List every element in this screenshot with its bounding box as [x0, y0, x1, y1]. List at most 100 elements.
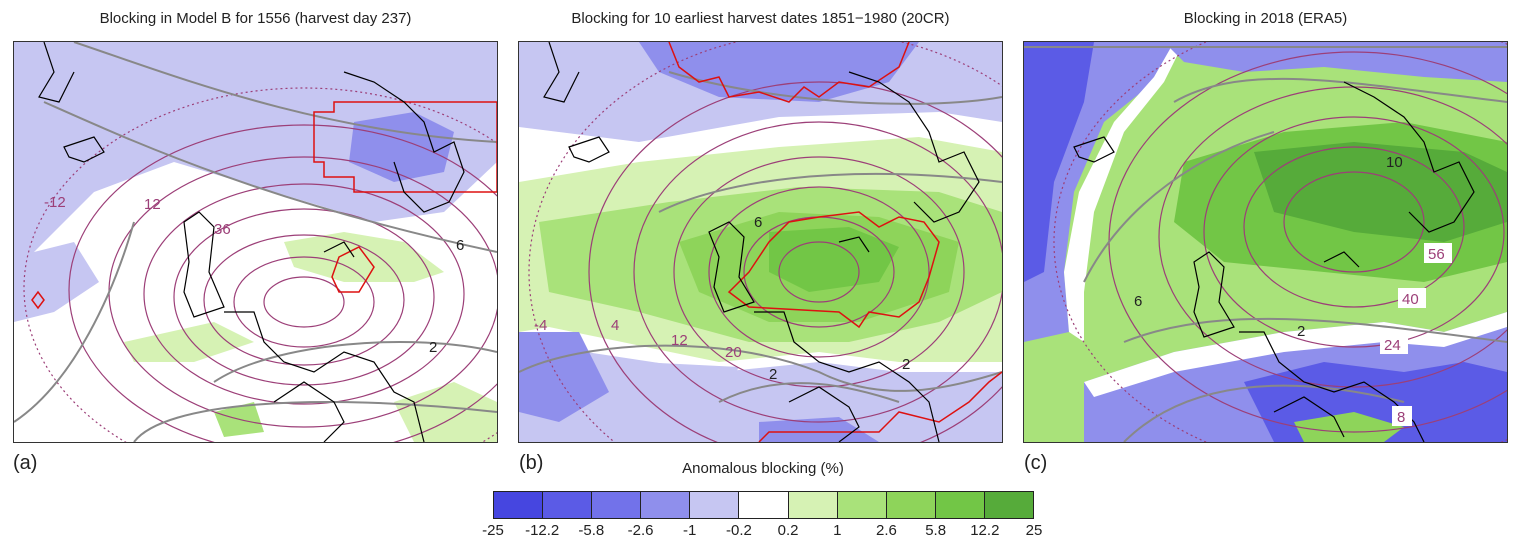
colorbar-swatch [886, 492, 936, 518]
coastline [848, 71, 980, 223]
contour-label: 20 [725, 344, 742, 361]
gray-contour [668, 71, 1002, 105]
anomaly-region-dark-green [769, 227, 899, 292]
anomaly-region-blue-northwest-deep [1024, 42, 1094, 282]
contour-label: 6 [1134, 293, 1142, 310]
red-outline [331, 246, 375, 293]
colorbar-tick-label: -2.6 [627, 522, 654, 539]
gray-contour [73, 42, 497, 143]
gray-contour [1123, 317, 1507, 343]
contour-label: 4 [611, 317, 619, 334]
purple-contour [1243, 146, 1465, 308]
panel-a-map: -12 12 36 6 2 [13, 41, 498, 443]
panel-b-title: Blocking for 10 earliest harvest dates 1… [571, 10, 950, 27]
contour-label-background [1380, 334, 1408, 354]
red-outlines [31, 101, 497, 310]
contour-label: 6 [754, 214, 762, 231]
purple-contour [68, 124, 497, 442]
colorbar-swatch [641, 492, 691, 518]
contour-label: 8 [1397, 409, 1405, 426]
gray-contours [1024, 46, 1507, 442]
coastlines [38, 42, 465, 442]
coastline [788, 386, 860, 442]
colorbar-swatch [837, 492, 887, 518]
colorbar-tick-label: -0.2 [725, 522, 752, 539]
coastlines [543, 42, 980, 442]
colorbar-tick-label: -25 [482, 522, 504, 539]
anomaly-region-light-blue [14, 42, 497, 272]
gray-contour [519, 344, 1002, 392]
colorbar-tick-label: 12.2 [970, 522, 1000, 539]
purple-contour-dotted [1053, 42, 1507, 442]
anomaly-region-medium-blue-west [519, 332, 609, 422]
colorbar-swatch [788, 492, 838, 518]
coastline [1073, 136, 1115, 163]
anomaly-region-blue-north [1164, 42, 1507, 82]
panel-b-map: -4 4 12 20 6 2 2 [518, 41, 1003, 443]
coastline [1193, 251, 1235, 338]
coastline [63, 136, 105, 163]
contour-label: 12 [671, 332, 688, 349]
red-outline [668, 42, 910, 103]
purple-contour [143, 183, 465, 405]
purple-contour [778, 241, 860, 303]
colorbar-title: Anomalous blocking (%) [682, 460, 844, 477]
red-outline [727, 211, 940, 329]
coastline [838, 236, 870, 253]
anomaly-region-light-blue-west [14, 242, 99, 322]
purple-contour [588, 81, 1002, 442]
anomaly-region-medium-blue-south [759, 417, 879, 442]
panel-c-title: Blocking in 2018 (ERA5) [1183, 10, 1348, 27]
purple-contour [203, 234, 405, 366]
colorbar-tick-label: -5.8 [578, 522, 605, 539]
red-outline [758, 371, 1002, 442]
coastline [543, 42, 580, 103]
gray-contour [1123, 384, 1405, 442]
contour-label: 2 [769, 366, 777, 383]
panel-a-map-svg: -12 12 36 6 2 [14, 42, 497, 442]
purple-contour [1203, 116, 1505, 348]
contour-label: 10 [1386, 154, 1403, 171]
colorbar-tick-label: 0.2 [777, 522, 799, 539]
red-outline [313, 101, 497, 193]
panel-b-map-svg: -4 4 12 20 6 2 2 [519, 42, 1002, 442]
purple-contour [233, 256, 375, 348]
anomaly-region-white-fringe [1064, 42, 1184, 342]
colorbar-swatch [984, 492, 1034, 518]
anomaly-region-white-south [1084, 312, 1507, 397]
coastline [568, 136, 610, 163]
panel-a-label: (a) [13, 452, 38, 474]
contour-label-background [1392, 406, 1412, 426]
colorbar-swatch [690, 492, 740, 518]
anomaly-region-light-green-southeast [394, 382, 497, 442]
purple-contour [708, 186, 930, 358]
contour-label: 2 [1297, 323, 1305, 340]
red-outline [31, 290, 45, 310]
gray-contour [658, 172, 1002, 213]
panel-a-title: Blocking in Model B for 1556 (harvest da… [99, 10, 412, 27]
contour-label: 12 [144, 196, 161, 213]
anomaly-region-light-green-south [124, 322, 254, 362]
gray-contour [213, 341, 497, 383]
contour-label-background [1424, 243, 1452, 263]
contour-label: -12 [44, 194, 66, 211]
colorbar-tick-label: -1 [683, 522, 697, 539]
gray-contour [14, 221, 135, 423]
panel-c-label: (c) [1024, 452, 1048, 474]
purple-contour [1283, 171, 1425, 273]
gray-contours [14, 42, 497, 442]
colorbar-swatch [543, 492, 593, 518]
coastline [708, 221, 755, 313]
contour-label: 24 [1384, 337, 1401, 354]
contour-label: 40 [1402, 291, 1419, 308]
coastline [754, 311, 940, 442]
gray-contour [43, 101, 497, 253]
coastline [1323, 251, 1360, 268]
coastline [343, 71, 465, 213]
red-outlines [668, 42, 1002, 442]
gray-contour [1083, 131, 1275, 283]
purple-contour [173, 208, 435, 386]
contour-label: 2 [902, 356, 910, 373]
contour-label: 2 [429, 339, 437, 356]
contour-label: 36 [214, 221, 231, 238]
